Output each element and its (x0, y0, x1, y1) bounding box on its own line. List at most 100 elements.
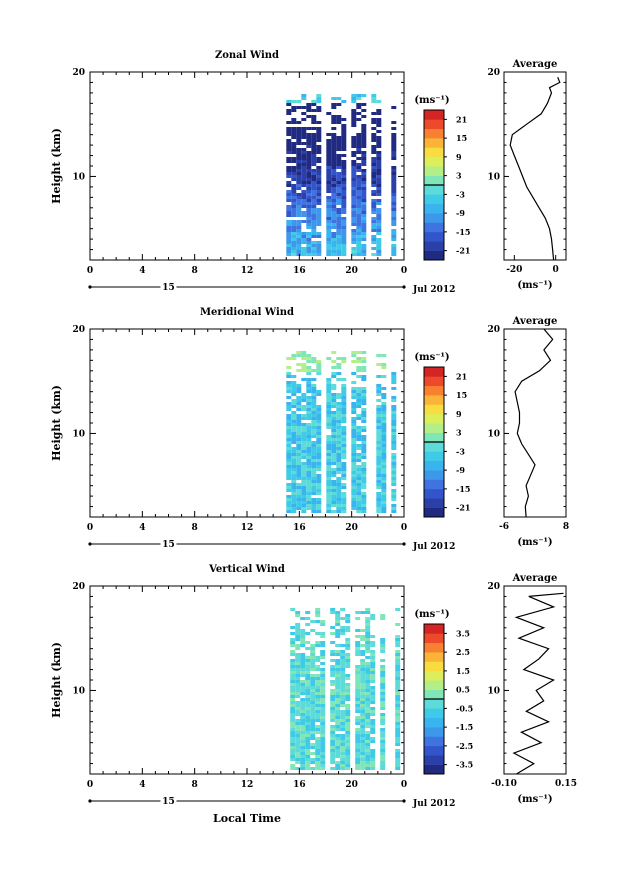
heatmap-cell (296, 139, 302, 142)
heatmap-cell (331, 214, 337, 217)
heatmap-cell (306, 223, 312, 226)
heatmap-cell (370, 641, 376, 644)
heatmap-cell (335, 722, 341, 725)
heatmap-cell (380, 746, 386, 749)
heatmap-cell (356, 145, 362, 148)
heatmap-cell (376, 211, 382, 214)
heatmap-cell (391, 139, 397, 142)
profile-line (514, 328, 554, 518)
heatmap-cell (391, 432, 397, 435)
heatmap-cell (381, 441, 387, 444)
heatmap-cell (356, 435, 362, 438)
heatmap-cell (360, 746, 366, 749)
heatmap-cell (326, 175, 332, 178)
heatmap-cell (361, 226, 367, 229)
heatmap-cell (391, 381, 397, 384)
heatmap-cell (301, 492, 307, 495)
heatmap-cell (381, 453, 387, 456)
heatmap-cell (336, 160, 342, 163)
heatmap-cell (395, 755, 401, 758)
heatmap-cell (360, 671, 366, 674)
heatmap-cell (286, 450, 292, 453)
heatmap-cell (315, 632, 321, 635)
heatmap-cell (331, 483, 337, 486)
heatmap-cell (361, 450, 367, 453)
heatmap-cell (295, 725, 301, 728)
heatmap-cell (305, 713, 311, 716)
heatmap-cell (301, 354, 307, 357)
heatmap-cell (395, 665, 401, 668)
heatmap-cell (341, 405, 347, 408)
heatmap-cell (361, 360, 367, 363)
heatmap-cell (381, 426, 387, 429)
heatmap-cell (311, 480, 317, 483)
heatmap-cell (311, 100, 317, 103)
profile-frame (503, 71, 567, 261)
heatmap-cell (301, 468, 307, 471)
heatmap-cell (345, 737, 351, 740)
heatmap-cell (331, 247, 337, 250)
heatmap-cell (320, 728, 326, 731)
heatmap-cell (336, 232, 342, 235)
heatmap-cell (335, 719, 341, 722)
heatmap-cell (301, 483, 307, 486)
heatmap-cell (340, 743, 346, 746)
heatmap-cell (370, 758, 376, 761)
heatmap-cell (340, 704, 346, 707)
heatmap-cell (351, 178, 357, 181)
heatmap-cell (291, 199, 297, 202)
heatmap-cell (301, 154, 307, 157)
heatmap-cell (306, 133, 312, 136)
heatmap-cell (300, 728, 306, 731)
heatmap-cell (365, 641, 371, 644)
heatmap-cell (311, 169, 317, 172)
heatmap-cell (296, 166, 302, 169)
heatmap-cell (330, 716, 336, 719)
heatmap-cell (320, 635, 326, 638)
heatmap-cell (356, 474, 362, 477)
heatmap-cell (291, 474, 297, 477)
heatmap-cell (341, 127, 347, 130)
heatmap-cell (291, 411, 297, 414)
heatmap-cell (316, 510, 322, 513)
heatmap-cell (361, 477, 367, 480)
heatmap-cell (315, 608, 321, 611)
heatmap-cell (326, 399, 332, 402)
heatmap-cell (341, 441, 347, 444)
heatmap-cell (345, 620, 351, 623)
heatmap-cell (300, 740, 306, 743)
heatmap-cell (351, 444, 357, 447)
heatmap-cell (306, 205, 312, 208)
heatmap-cell (331, 480, 337, 483)
heatmap-cell (380, 701, 386, 704)
heatmap-cell (371, 166, 377, 169)
heatmap-cell (356, 405, 362, 408)
heatmap-cell (301, 498, 307, 501)
heatmap-cell (376, 100, 382, 103)
heatmap-cell (336, 444, 342, 447)
heatmap-cell (360, 650, 366, 653)
heatmap-cell (356, 414, 362, 417)
heatmap-cell (371, 241, 377, 244)
heatmap-cell (351, 465, 357, 468)
heatmap-cell (355, 668, 361, 671)
heatmap-cell (376, 229, 382, 232)
heatmap-cell (286, 220, 292, 223)
heatmap-cell (376, 190, 382, 193)
heatmap-cell (326, 163, 332, 166)
heatmap-cell (341, 205, 347, 208)
heatmap-cell (351, 142, 357, 145)
heatmap-cell (391, 429, 397, 432)
heatmap-cell (341, 471, 347, 474)
heatmap-cell (341, 226, 347, 229)
heatmap-cell (320, 680, 326, 683)
heatmap-cell (336, 97, 342, 100)
heatmap-cell (300, 659, 306, 662)
heatmap-cell (355, 689, 361, 692)
heatmap-cell (365, 752, 371, 755)
colorbar-swatch (424, 652, 444, 662)
heatmap-cell (370, 689, 376, 692)
heatmap-cell (391, 483, 397, 486)
heatmap-cell (341, 163, 347, 166)
heatmap-cell (356, 169, 362, 172)
